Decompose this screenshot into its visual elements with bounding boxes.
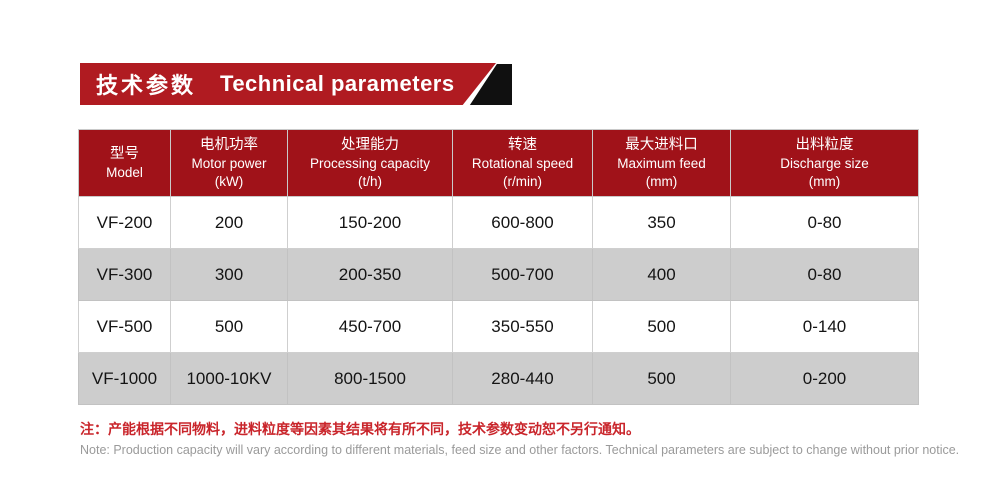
table-cell: 0-200: [730, 352, 919, 405]
table-row-vf-500: VF-500 500 450-700 350-550 500 0-140: [78, 300, 919, 353]
header-zh: 出料粒度: [795, 137, 854, 153]
table-cell: 0-140: [730, 300, 919, 353]
header-unit: (mm): [808, 174, 841, 189]
table-cell: 0-80: [730, 248, 919, 301]
header-zh: 处理能力: [341, 137, 399, 153]
column-header-motor-power: 电机功率 Motor power (kW): [170, 129, 288, 197]
column-header-processing-capacity: 处理能力 Processing capacity (t/h): [287, 129, 453, 197]
table-cell: 200: [170, 196, 288, 249]
header-zh: 最大进料口: [625, 137, 698, 153]
header-en: Processing capacity: [309, 156, 431, 171]
table-cell: 1000-10KV: [170, 352, 288, 405]
footnote-chinese: 注：产能根据不同物料，进料粒度等因素其结果将有所不同，技术参数变动恕不另行通知。: [80, 421, 640, 437]
section-title-banner: 技术参数 Technical parameters: [80, 63, 512, 105]
table-row-vf-200: VF-200 200 150-200 600-800 350 0-80: [78, 196, 919, 249]
column-header-maximum-feed: 最大进料口 Maximum feed (mm): [592, 129, 731, 197]
table-cell: 350-550: [452, 300, 593, 353]
table-cell: VF-200: [78, 196, 171, 249]
column-header-discharge-size: 出料粒度 Discharge size (mm): [730, 129, 919, 197]
header-en: Maximum feed: [617, 156, 706, 171]
table-cell: 0-80: [730, 196, 919, 249]
table-row-vf-1000: VF-1000 1000-10KV 800-1500 280-440 500 0…: [78, 352, 919, 405]
table-cell: VF-300: [78, 248, 171, 301]
footnote-english: Note: Production capacity will vary acco…: [80, 443, 960, 457]
header-zh: 转速: [508, 137, 537, 153]
header-en: Rotational speed: [471, 156, 574, 171]
header-unit: (t/h): [357, 174, 382, 189]
table-cell: 800-1500: [287, 352, 453, 405]
table-cell: 600-800: [452, 196, 593, 249]
table-header-row: 型号 Model 电机功率 Motor power (kW) 处理能力 Proc…: [78, 129, 919, 197]
table-cell: 500: [592, 352, 731, 405]
table-cell: VF-500: [78, 300, 171, 353]
header-zh: 型号: [110, 146, 139, 162]
column-header-model: 型号 Model: [78, 129, 171, 197]
section-title-english: Technical parameters: [220, 71, 455, 96]
technical-parameters-table: 型号 Model 电机功率 Motor power (kW) 处理能力 Proc…: [78, 129, 919, 405]
table-cell: 500: [170, 300, 288, 353]
header-unit: (r/min): [503, 174, 542, 189]
banner-red-ribbon: 技术参数 Technical parameters: [80, 63, 496, 105]
table-cell: 200-350: [287, 248, 453, 301]
header-unit: (kW): [214, 174, 244, 189]
table-cell: 400: [592, 248, 731, 301]
table-cell: VF-1000: [78, 352, 171, 405]
header-en: Model: [106, 165, 143, 180]
table-cell: 150-200: [287, 196, 453, 249]
table-cell: 350: [592, 196, 731, 249]
section-title-chinese: 技术参数: [96, 73, 197, 98]
table-row-vf-300: VF-300 300 200-350 500-700 400 0-80: [78, 248, 919, 301]
column-header-rotational-speed: 转速 Rotational speed (r/min): [452, 129, 593, 197]
table-cell: 280-440: [452, 352, 593, 405]
header-en: Motor power: [191, 156, 267, 171]
table-cell: 500: [592, 300, 731, 353]
header-zh: 电机功率: [200, 137, 258, 153]
header-unit: (mm): [645, 174, 678, 189]
table-cell: 450-700: [287, 300, 453, 353]
header-en: Discharge size: [780, 156, 869, 171]
table-cell: 300: [170, 248, 288, 301]
table-cell: 500-700: [452, 248, 593, 301]
